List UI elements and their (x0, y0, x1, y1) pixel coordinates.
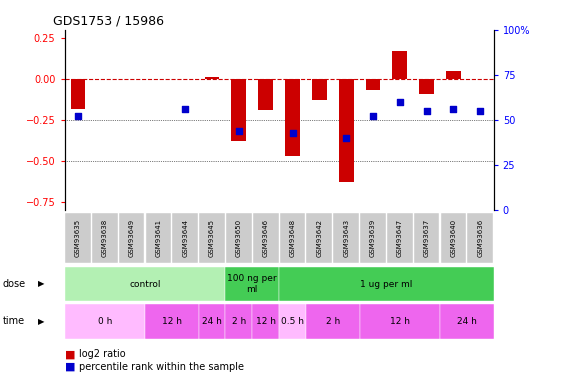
FancyBboxPatch shape (440, 304, 494, 339)
Bar (71, 79, 85, 108)
Bar (312, 79, 327, 100)
Text: log2 ratio: log2 ratio (79, 350, 125, 359)
Bar (446, 71, 461, 79)
FancyBboxPatch shape (145, 304, 199, 339)
Text: ▶: ▶ (38, 317, 45, 326)
FancyBboxPatch shape (145, 213, 171, 263)
FancyBboxPatch shape (279, 213, 305, 263)
FancyBboxPatch shape (387, 213, 413, 263)
Text: GSM93639: GSM93639 (370, 219, 376, 257)
Text: 12 h: 12 h (162, 317, 182, 326)
Text: ■: ■ (65, 350, 75, 359)
Point (449, 106, 458, 112)
FancyBboxPatch shape (279, 304, 306, 339)
FancyBboxPatch shape (440, 213, 466, 263)
FancyBboxPatch shape (279, 267, 494, 301)
Bar (258, 79, 273, 110)
FancyBboxPatch shape (333, 213, 359, 263)
Point (288, 130, 297, 136)
Text: 12 h: 12 h (390, 317, 410, 326)
Point (342, 135, 351, 141)
Text: GSM93638: GSM93638 (102, 219, 108, 257)
FancyBboxPatch shape (467, 213, 493, 263)
Text: GSM93646: GSM93646 (263, 219, 269, 257)
FancyBboxPatch shape (199, 304, 226, 339)
Point (476, 108, 485, 114)
Point (73, 113, 82, 119)
FancyBboxPatch shape (253, 213, 279, 263)
Text: ■: ■ (65, 362, 75, 372)
Bar (393, 51, 407, 79)
Bar (285, 79, 300, 156)
Text: 24 h: 24 h (457, 317, 477, 326)
FancyBboxPatch shape (226, 213, 252, 263)
FancyBboxPatch shape (306, 304, 360, 339)
Point (396, 99, 404, 105)
FancyBboxPatch shape (92, 213, 118, 263)
Text: percentile rank within the sample: percentile rank within the sample (79, 362, 243, 372)
Bar (232, 79, 246, 141)
Text: GDS1753 / 15986: GDS1753 / 15986 (53, 15, 164, 28)
FancyBboxPatch shape (226, 304, 252, 339)
Bar (339, 79, 353, 182)
Text: GSM93636: GSM93636 (477, 219, 483, 257)
FancyBboxPatch shape (306, 213, 332, 263)
Text: 12 h: 12 h (256, 317, 275, 326)
Point (181, 106, 190, 112)
FancyBboxPatch shape (65, 304, 145, 339)
FancyBboxPatch shape (65, 267, 226, 301)
FancyBboxPatch shape (360, 213, 386, 263)
Text: GSM93647: GSM93647 (397, 219, 403, 257)
Text: 2 h: 2 h (325, 317, 340, 326)
Text: GSM93645: GSM93645 (209, 219, 215, 257)
Text: time: time (3, 316, 25, 326)
FancyBboxPatch shape (226, 267, 279, 301)
Text: dose: dose (3, 279, 26, 289)
FancyBboxPatch shape (360, 304, 440, 339)
Text: GSM93644: GSM93644 (182, 219, 188, 257)
Text: GSM93641: GSM93641 (155, 219, 162, 257)
FancyBboxPatch shape (252, 304, 279, 339)
Text: GSM93643: GSM93643 (343, 219, 349, 257)
FancyBboxPatch shape (414, 213, 439, 263)
Text: GSM93635: GSM93635 (75, 219, 81, 257)
FancyBboxPatch shape (119, 213, 144, 263)
FancyBboxPatch shape (172, 213, 198, 263)
Text: GSM93649: GSM93649 (128, 219, 135, 257)
FancyBboxPatch shape (65, 213, 91, 263)
Text: 2 h: 2 h (232, 317, 246, 326)
Text: 100 ng per
ml: 100 ng per ml (227, 274, 277, 294)
Text: 1 ug per ml: 1 ug per ml (360, 280, 412, 289)
Point (422, 108, 431, 114)
FancyBboxPatch shape (199, 213, 225, 263)
Text: 0.5 h: 0.5 h (281, 317, 304, 326)
Text: control: control (129, 280, 161, 289)
Text: GSM93642: GSM93642 (316, 219, 323, 257)
Text: 24 h: 24 h (202, 317, 222, 326)
Text: GSM93650: GSM93650 (236, 219, 242, 257)
Point (234, 128, 243, 134)
Point (369, 113, 378, 119)
Bar (205, 76, 219, 79)
Text: ▶: ▶ (38, 279, 45, 288)
Bar (419, 79, 434, 94)
Text: GSM93648: GSM93648 (289, 219, 296, 257)
Text: GSM93640: GSM93640 (450, 219, 457, 257)
Text: GSM93637: GSM93637 (424, 219, 430, 257)
Bar (366, 79, 380, 90)
Text: 0 h: 0 h (98, 317, 112, 326)
